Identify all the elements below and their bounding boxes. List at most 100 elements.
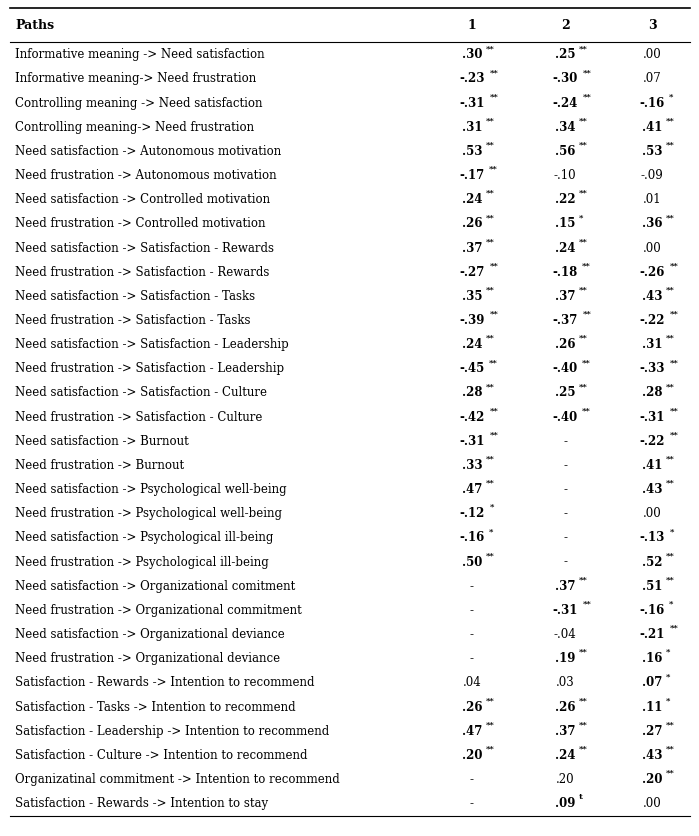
Text: -.31: -.31: [640, 410, 665, 424]
Text: **: **: [666, 213, 675, 221]
Text: -: -: [563, 483, 567, 496]
Text: Need satisfaction -> Satisfaction - Culture: Need satisfaction -> Satisfaction - Cult…: [15, 386, 267, 400]
Text: .37: .37: [555, 579, 575, 593]
Text: Need frustration -> Organizational deviance: Need frustration -> Organizational devia…: [15, 652, 280, 665]
Text: t: t: [579, 793, 583, 801]
Text: **: **: [489, 69, 498, 76]
Text: **: **: [670, 262, 678, 269]
Text: .19: .19: [555, 652, 575, 665]
Text: **: **: [486, 551, 495, 559]
Text: .33: .33: [461, 459, 482, 472]
Text: **: **: [670, 431, 678, 439]
Text: **: **: [582, 69, 591, 76]
Text: -: -: [563, 532, 567, 544]
Text: Need satisfaction -> Controlled motivation: Need satisfaction -> Controlled motivati…: [15, 193, 270, 206]
Text: Need frustration -> Satisfaction - Tasks: Need frustration -> Satisfaction - Tasks: [15, 314, 250, 327]
Text: *: *: [489, 528, 493, 535]
Text: Controlling meaning -> Need satisfaction: Controlling meaning -> Need satisfaction: [15, 97, 263, 110]
Text: Informative meaning -> Need satisfaction: Informative meaning -> Need satisfaction: [15, 48, 265, 61]
Text: **: **: [670, 406, 678, 415]
Text: .24: .24: [555, 242, 575, 254]
Text: **: **: [579, 575, 588, 584]
Text: Organizatinal commitment -> Intention to recommend: Organizatinal commitment -> Intention to…: [15, 773, 340, 786]
Text: **: **: [666, 551, 675, 559]
Text: **: **: [579, 334, 588, 342]
Text: -: -: [563, 459, 567, 472]
Text: Controlling meaning-> Need frustration: Controlling meaning-> Need frustration: [15, 120, 254, 134]
Text: **: **: [487, 286, 495, 293]
Text: .36: .36: [642, 217, 662, 231]
Text: Satisfaction - Leadership -> Intention to recommend: Satisfaction - Leadership -> Intention t…: [15, 725, 329, 737]
Text: Satisfaction - Rewards -> Intention to recommend: Satisfaction - Rewards -> Intention to r…: [15, 676, 315, 690]
Text: -: -: [470, 604, 474, 617]
Text: .09: .09: [555, 798, 575, 810]
Text: **: **: [489, 358, 498, 366]
Text: .20: .20: [462, 749, 482, 762]
Text: .00: .00: [642, 48, 661, 61]
Text: .30: .30: [462, 48, 482, 61]
Text: -.04: -.04: [554, 628, 577, 641]
Text: .24: .24: [555, 749, 575, 762]
Text: -.31: -.31: [552, 604, 577, 617]
Text: **: **: [487, 44, 495, 52]
Text: Need frustration -> Satisfaction - Rewards: Need frustration -> Satisfaction - Rewar…: [15, 266, 269, 278]
Text: .22: .22: [555, 193, 575, 206]
Text: **: **: [487, 213, 495, 221]
Text: **: **: [579, 648, 588, 656]
Text: .56: .56: [555, 145, 575, 158]
Text: **: **: [487, 745, 495, 752]
Text: .41: .41: [642, 459, 662, 472]
Text: Need frustration -> Burnout: Need frustration -> Burnout: [15, 459, 184, 472]
Text: **: **: [579, 382, 588, 390]
Text: **: **: [666, 455, 675, 462]
Text: **: **: [666, 334, 675, 342]
Text: .31: .31: [642, 338, 662, 351]
Text: *: *: [670, 528, 674, 535]
Text: **: **: [579, 44, 588, 52]
Text: *: *: [666, 648, 670, 656]
Text: .26: .26: [555, 701, 575, 713]
Text: .28: .28: [462, 386, 482, 400]
Text: .50: .50: [462, 556, 482, 568]
Text: **: **: [579, 116, 588, 125]
Text: .37: .37: [462, 242, 482, 254]
Text: -.40: -.40: [552, 362, 577, 375]
Text: .43: .43: [642, 290, 662, 303]
Text: **: **: [489, 310, 498, 318]
Text: .31: .31: [462, 120, 482, 134]
Text: .35: .35: [462, 290, 482, 303]
Text: **: **: [487, 237, 495, 245]
Text: Need satisfaction -> Burnout: Need satisfaction -> Burnout: [15, 435, 189, 448]
Text: -: -: [563, 435, 567, 448]
Text: -: -: [563, 556, 567, 568]
Text: .51: .51: [642, 579, 662, 593]
Text: -: -: [470, 773, 474, 786]
Text: *: *: [579, 213, 584, 221]
Text: Need frustration -> Psychological ill-being: Need frustration -> Psychological ill-be…: [15, 556, 268, 568]
Text: **: **: [579, 189, 588, 197]
Text: -.16: -.16: [459, 532, 484, 544]
Text: **: **: [487, 116, 495, 125]
Text: .26: .26: [462, 217, 482, 231]
Text: Need satisfaction -> Autonomous motivation: Need satisfaction -> Autonomous motivati…: [15, 145, 281, 158]
Text: .20: .20: [556, 773, 575, 786]
Text: -.39: -.39: [459, 314, 484, 327]
Text: Paths: Paths: [15, 19, 54, 32]
Text: .26: .26: [555, 338, 575, 351]
Text: .25: .25: [555, 48, 575, 61]
Text: Need frustration -> Psychological well-being: Need frustration -> Psychological well-b…: [15, 507, 282, 520]
Text: -.26: -.26: [640, 266, 665, 278]
Text: .00: .00: [642, 507, 661, 520]
Text: **: **: [487, 455, 495, 462]
Text: **: **: [489, 406, 498, 415]
Text: Need frustration -> Satisfaction - Culture: Need frustration -> Satisfaction - Cultu…: [15, 410, 262, 424]
Text: **: **: [666, 745, 675, 752]
Text: -.22: -.22: [640, 314, 665, 327]
Text: .20: .20: [642, 773, 662, 786]
Text: .27: .27: [642, 725, 662, 737]
Text: .07: .07: [642, 676, 662, 690]
Text: -.37: -.37: [552, 314, 577, 327]
Text: -: -: [470, 628, 474, 641]
Text: Need satisfaction -> Organizational deviance: Need satisfaction -> Organizational devi…: [15, 628, 284, 641]
Text: -: -: [470, 579, 474, 593]
